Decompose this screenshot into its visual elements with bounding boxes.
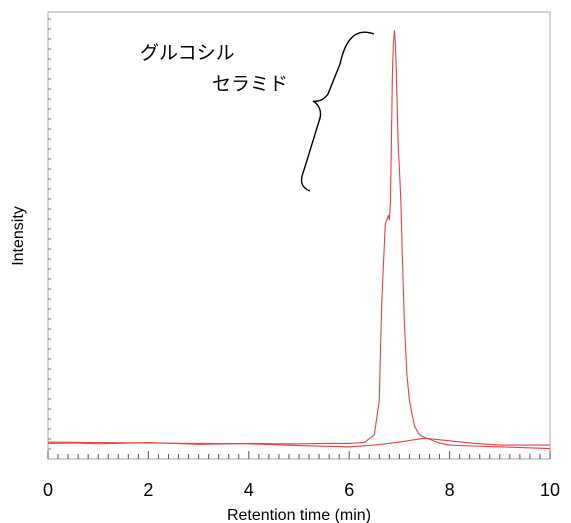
annotation-brace	[300, 31, 375, 192]
x-tick-label: 0	[43, 480, 53, 500]
x-tick-label: 10	[540, 480, 560, 500]
x-tick-label: 6	[344, 480, 354, 500]
x-tick-label: 2	[143, 480, 153, 500]
plot-frame	[47, 11, 551, 460]
annotation-line-2: セラミド	[212, 73, 288, 95]
x-tick-label: 4	[244, 480, 254, 500]
y-minor-ticks	[48, 18, 51, 450]
series-lines	[47, 30, 551, 450]
x-ticks	[47, 451, 551, 459]
series-line-1	[47, 30, 551, 450]
annotation: グルコシル セラミド	[140, 31, 375, 192]
annotation-line-1: グルコシル	[140, 42, 235, 64]
series-line-2	[47, 437, 550, 448]
x-axis-title: Retention time (min)	[227, 507, 371, 523]
x-tick-label: 8	[445, 480, 455, 500]
x-tick-labels: 0 2 4 6 8 10	[43, 480, 560, 500]
y-axis-title: Intensity	[10, 206, 27, 266]
